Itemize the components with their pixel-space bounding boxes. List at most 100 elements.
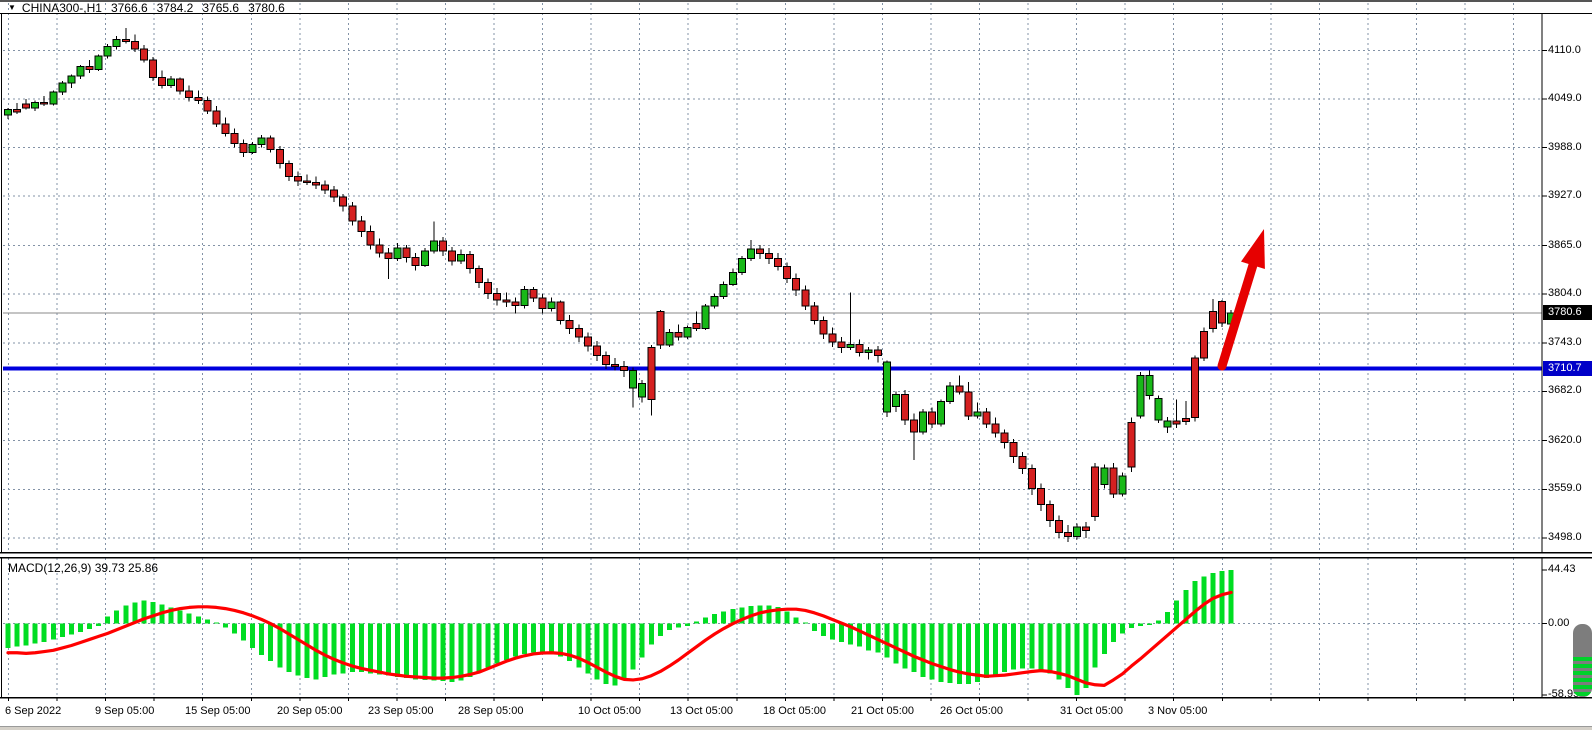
time-axis-label: 10 Oct 05:00 bbox=[578, 705, 641, 717]
candle-body-bear bbox=[565, 319, 574, 329]
macd-histogram-bar bbox=[105, 616, 111, 624]
macd-histogram-bar bbox=[730, 609, 736, 624]
candle-body-bear bbox=[1027, 468, 1036, 490]
candle-body-bear bbox=[130, 41, 139, 50]
macd-histogram-bar bbox=[1174, 600, 1180, 624]
candle-body-bear bbox=[85, 65, 94, 71]
candle-body-bull bbox=[882, 361, 891, 413]
scroll-indicator[interactable] bbox=[1573, 624, 1592, 697]
macd-histogram-bar bbox=[1002, 623, 1008, 673]
candle-body-bear bbox=[574, 327, 583, 338]
annotation-arrow-head[interactable] bbox=[1241, 229, 1265, 269]
candle-body-bull bbox=[937, 401, 946, 425]
candle-body-bear bbox=[40, 101, 49, 105]
macd-histogram-bar bbox=[512, 623, 518, 657]
candle-body-bear bbox=[1054, 519, 1063, 533]
macd-histogram-bar bbox=[195, 616, 201, 624]
candle-body-bull bbox=[429, 240, 438, 252]
candle-body-bull bbox=[701, 305, 710, 329]
macd-histogram-bar bbox=[784, 611, 790, 624]
macd-histogram-bar bbox=[612, 623, 618, 686]
candle-body-bear bbox=[910, 419, 918, 433]
candle-body-bear bbox=[139, 48, 148, 61]
macd-axis-label: -58.95 bbox=[1548, 688, 1580, 700]
macd-histogram-bar bbox=[286, 623, 292, 673]
candle-body-bear bbox=[1064, 531, 1073, 537]
candle-body-bear bbox=[1127, 421, 1136, 468]
macd-histogram-bar bbox=[367, 623, 373, 674]
macd-histogram-bar bbox=[993, 623, 999, 675]
candle-body-bull bbox=[103, 46, 112, 57]
macd-indicator-label: MACD(12,26,9) 39.73 25.86 bbox=[8, 561, 159, 575]
macd-histogram-bar bbox=[766, 605, 772, 624]
macd-histogram-bar bbox=[594, 623, 600, 680]
macd-histogram-bar bbox=[775, 606, 781, 624]
candle-body-bear bbox=[212, 110, 221, 125]
time-axis-label: 3 Nov 05:00 bbox=[1148, 705, 1208, 717]
time-axis-label: 31 Oct 05:00 bbox=[1060, 705, 1123, 717]
price-axis-label: 4049.0 bbox=[1548, 92, 1582, 105]
candle-body-bear bbox=[1199, 331, 1208, 359]
macd-histogram-bar bbox=[132, 602, 138, 624]
macd-histogram-bar bbox=[694, 621, 700, 624]
macd-histogram-bar bbox=[902, 623, 908, 669]
macd-histogram-bar bbox=[331, 623, 337, 675]
candle-body-bear bbox=[774, 257, 783, 267]
macd-histogram-bar bbox=[1183, 589, 1189, 624]
candle-body-bear bbox=[1109, 467, 1118, 495]
candle-body-bull bbox=[891, 394, 900, 407]
macd-histogram-bar bbox=[168, 607, 174, 624]
macd-histogram-bar bbox=[1147, 623, 1153, 625]
candle-body-bear bbox=[538, 297, 547, 310]
macd-histogram-bar bbox=[1011, 623, 1017, 670]
candle-body-bull bbox=[946, 385, 955, 403]
macd-histogram-bar bbox=[857, 623, 863, 647]
candle-body-bear bbox=[692, 323, 701, 329]
macd-histogram-bar bbox=[866, 623, 872, 651]
macd-histogram-bar bbox=[1110, 623, 1116, 642]
macd-histogram-bar bbox=[685, 623, 690, 627]
macd-histogram-bar bbox=[295, 623, 301, 676]
candle-body-bear bbox=[1208, 311, 1217, 329]
macd-histogram-bar bbox=[1165, 612, 1171, 624]
candle-body-bear bbox=[447, 250, 456, 262]
macd-histogram-bar bbox=[241, 623, 247, 641]
quote-low: 3765.6 bbox=[202, 0, 240, 15]
candle-body-bear bbox=[13, 108, 22, 113]
macd-histogram-bar bbox=[1092, 623, 1098, 668]
candle-body-bear bbox=[1009, 441, 1018, 458]
macd-histogram-bar bbox=[929, 623, 935, 680]
macd-histogram-bar bbox=[222, 623, 228, 628]
quote-close: 3780.6 bbox=[248, 0, 285, 15]
candle-body-bear bbox=[837, 341, 846, 349]
macd-histogram-bar bbox=[232, 623, 237, 634]
candle-body-bear bbox=[148, 59, 157, 79]
candle-body-bull bbox=[846, 343, 855, 349]
candle-body-bear bbox=[900, 394, 909, 421]
candle-body-bear bbox=[873, 349, 882, 357]
time-axis-label: 18 Oct 05:00 bbox=[763, 705, 826, 717]
macd-histogram-bar bbox=[268, 623, 274, 662]
annotation-arrow-shaft[interactable] bbox=[1217, 260, 1258, 371]
candle-body-bear bbox=[339, 196, 348, 207]
macd-histogram-bar bbox=[739, 607, 745, 624]
candle-body-bull bbox=[629, 370, 638, 389]
macd-histogram-bar bbox=[829, 623, 835, 640]
macd-histogram-bar bbox=[277, 623, 283, 668]
candle-body-bear bbox=[955, 385, 964, 393]
macd-histogram-bar bbox=[50, 623, 56, 640]
symbol-dropdown-icon[interactable]: ▼ bbox=[8, 3, 16, 12]
macd-histogram-bar bbox=[621, 623, 627, 680]
macd-histogram-bar bbox=[1156, 620, 1162, 624]
candle-body-bear bbox=[620, 366, 629, 372]
macd-histogram-bar bbox=[1192, 580, 1198, 624]
macd-histogram-bar bbox=[1128, 623, 1134, 628]
macd-histogram-bar bbox=[1065, 623, 1071, 688]
macd-histogram-bar bbox=[422, 623, 428, 680]
candle-body-bear bbox=[592, 345, 601, 357]
candle-body-bear bbox=[239, 143, 248, 153]
candle-body-bear bbox=[438, 240, 447, 252]
candle-body-bear bbox=[121, 38, 130, 43]
candle-body-bear bbox=[493, 292, 502, 301]
